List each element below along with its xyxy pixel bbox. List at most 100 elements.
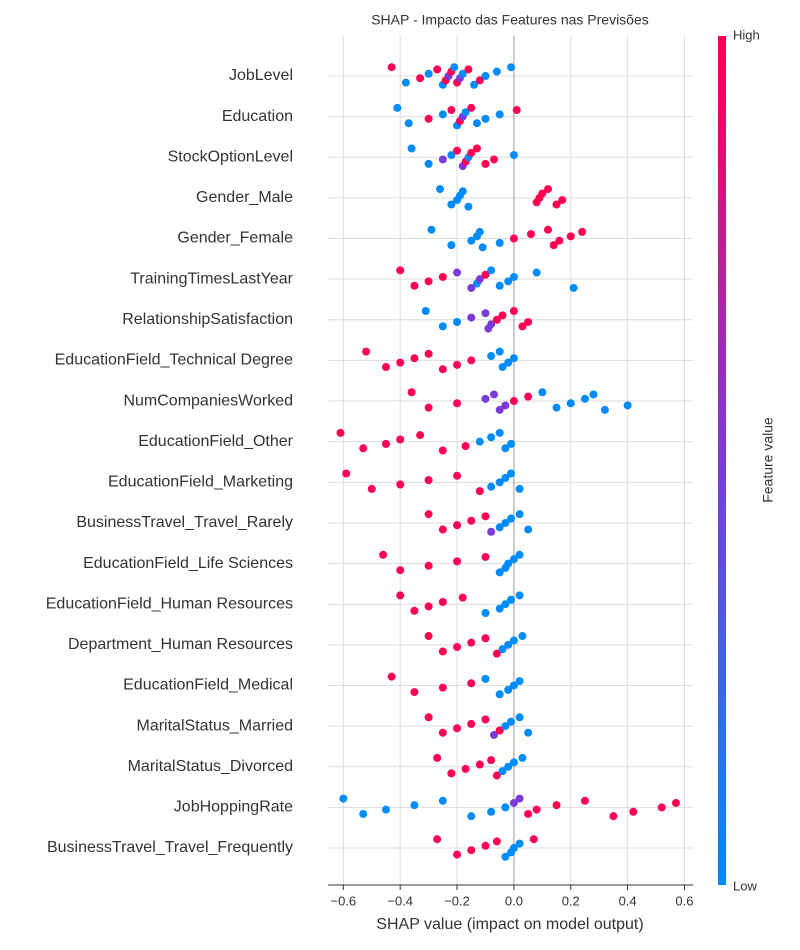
shap-point [552,801,561,810]
feature-label: Gender_Female [177,230,293,247]
feature-label: EducationField_Technical Degree [55,352,293,369]
shap-point [515,550,524,559]
shap-point [464,65,473,74]
shap-point [495,690,504,699]
shap-point [461,442,470,451]
shap-point [487,266,496,275]
shap-point [472,144,481,153]
shap-point [447,106,456,115]
shap-point [467,516,476,525]
shap-point [498,767,507,776]
shap-point [509,681,518,690]
shap-point [509,555,518,564]
feature-label: JobHoppingRate [174,799,293,816]
shap-point [538,189,547,198]
feature-label: NumCompaniesWorked [123,392,293,409]
shap-point [438,728,447,737]
shap-point [438,446,447,455]
shap-point [487,352,496,361]
shap-point [424,349,433,358]
shap-point [492,649,501,658]
shap-point [467,103,476,112]
shap-point [507,514,516,523]
shap-point [458,187,467,196]
shap-point [438,525,447,534]
shap-point [492,315,501,324]
shap-point [515,839,524,848]
shap-point [578,227,587,236]
shap-point [515,484,524,493]
shap-point [515,677,524,686]
shap-point [410,606,419,615]
shap-point [524,728,533,737]
shap-point [524,525,533,534]
feature-label: EducationField_Marketing [108,474,293,491]
shap-point [467,283,476,292]
shap-point [396,358,405,367]
shap-point [495,726,504,735]
shap-point [509,844,518,852]
shap-point [438,647,447,656]
shap-point [396,566,405,575]
shap-point [387,63,396,72]
shap-point [438,110,447,119]
shap-point [381,439,390,448]
feature-label: RelationshipSatisfaction [122,311,293,328]
feature-label: Education [222,108,293,125]
shap-point [524,392,533,401]
shap-point [566,399,575,408]
shap-point [509,354,518,363]
shap-point [509,151,518,160]
shap-point [507,717,516,726]
shap-point [504,358,513,367]
shap-point [424,277,433,286]
shap-point [475,760,484,769]
shap-point [504,559,513,568]
shap-point [475,227,484,236]
shap-point [501,473,510,482]
shap-point [453,643,462,652]
shap-point [487,433,496,442]
shap-point [487,482,496,491]
shap-point [518,632,527,641]
shap-point [600,405,609,414]
shap-point [362,347,371,356]
shap-point [387,672,396,681]
shap-point [453,557,462,566]
shap-point [487,527,496,536]
shap-point [495,568,504,577]
shap-point [475,487,484,496]
colorbar-low: Low [733,878,757,893]
x-tick-label: −0.4 [387,893,413,908]
shap-point [501,600,510,609]
shap-point [410,801,419,810]
shap-point [467,846,476,855]
shap-point [447,241,456,250]
shap-point [552,200,561,209]
shap-point [490,390,499,399]
shap-point [538,388,547,397]
shap-point [424,632,433,641]
shap-point [481,159,490,168]
shap-point [580,394,589,403]
shap-point [453,724,462,733]
colorbar [718,36,726,885]
shap-point [501,518,510,527]
shap-point [475,437,484,446]
shap-point [498,363,507,372]
shap-point [549,241,558,250]
feature-label: BusinessTravel_Travel_Rarely [76,514,293,531]
shap-point [447,151,456,160]
shap-point [438,365,447,374]
shap-point [453,399,462,408]
shap-point [379,550,388,559]
x-tick-label: 0.2 [562,893,580,908]
shap-point [424,159,433,168]
shap-point [481,114,490,123]
shap-point [552,403,561,412]
shap-point [461,108,470,117]
shap-point [407,388,416,397]
x-tick-label: −0.6 [331,893,357,908]
shap-point [657,803,666,812]
